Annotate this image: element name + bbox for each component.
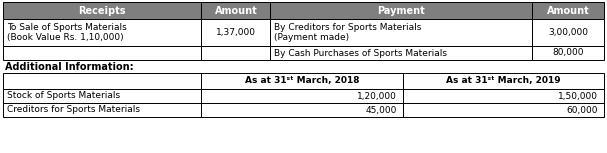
Text: Payment: Payment — [378, 6, 425, 15]
Text: 1,37,000: 1,37,000 — [216, 28, 256, 37]
Text: As at 31ˢᵗ March, 2018: As at 31ˢᵗ March, 2018 — [245, 76, 359, 86]
Text: 1,50,000: 1,50,000 — [558, 91, 598, 101]
Bar — [3, 19, 202, 46]
Bar — [3, 73, 202, 89]
Bar — [402, 89, 604, 103]
Bar — [3, 89, 202, 103]
Text: Receipts: Receipts — [78, 6, 126, 15]
Bar — [202, 19, 271, 46]
Text: 1,20,000: 1,20,000 — [357, 91, 396, 101]
Text: Amount: Amount — [214, 6, 257, 15]
Bar — [202, 2, 271, 19]
Text: 60,000: 60,000 — [566, 106, 598, 114]
Bar — [402, 73, 604, 89]
Bar — [532, 46, 604, 60]
Text: By Creditors for Sports Materials
(Payment made): By Creditors for Sports Materials (Payme… — [274, 23, 422, 42]
Text: As at 31ˢᵗ March, 2019: As at 31ˢᵗ March, 2019 — [446, 76, 561, 86]
Bar — [271, 46, 532, 60]
Text: 45,000: 45,000 — [365, 106, 396, 114]
Bar — [532, 2, 604, 19]
Bar — [402, 103, 604, 117]
Text: Stock of Sports Materials: Stock of Sports Materials — [7, 91, 120, 101]
Bar — [532, 19, 604, 46]
Bar — [202, 89, 402, 103]
Bar — [271, 19, 532, 46]
Bar — [202, 103, 402, 117]
Bar — [202, 73, 402, 89]
Text: Additional Information:: Additional Information: — [5, 62, 134, 71]
Text: 3,00,000: 3,00,000 — [548, 28, 588, 37]
Bar — [271, 2, 532, 19]
Bar — [3, 2, 202, 19]
Bar — [3, 103, 202, 117]
Bar — [3, 46, 202, 60]
Text: 80,000: 80,000 — [552, 49, 584, 58]
Text: Amount: Amount — [546, 6, 589, 15]
Text: By Cash Purchases of Sports Materials: By Cash Purchases of Sports Materials — [274, 49, 447, 58]
Bar — [202, 46, 271, 60]
Text: Creditors for Sports Materials: Creditors for Sports Materials — [7, 106, 140, 114]
Text: To Sale of Sports Materials
(Book Value Rs. 1,10,000): To Sale of Sports Materials (Book Value … — [7, 23, 127, 42]
